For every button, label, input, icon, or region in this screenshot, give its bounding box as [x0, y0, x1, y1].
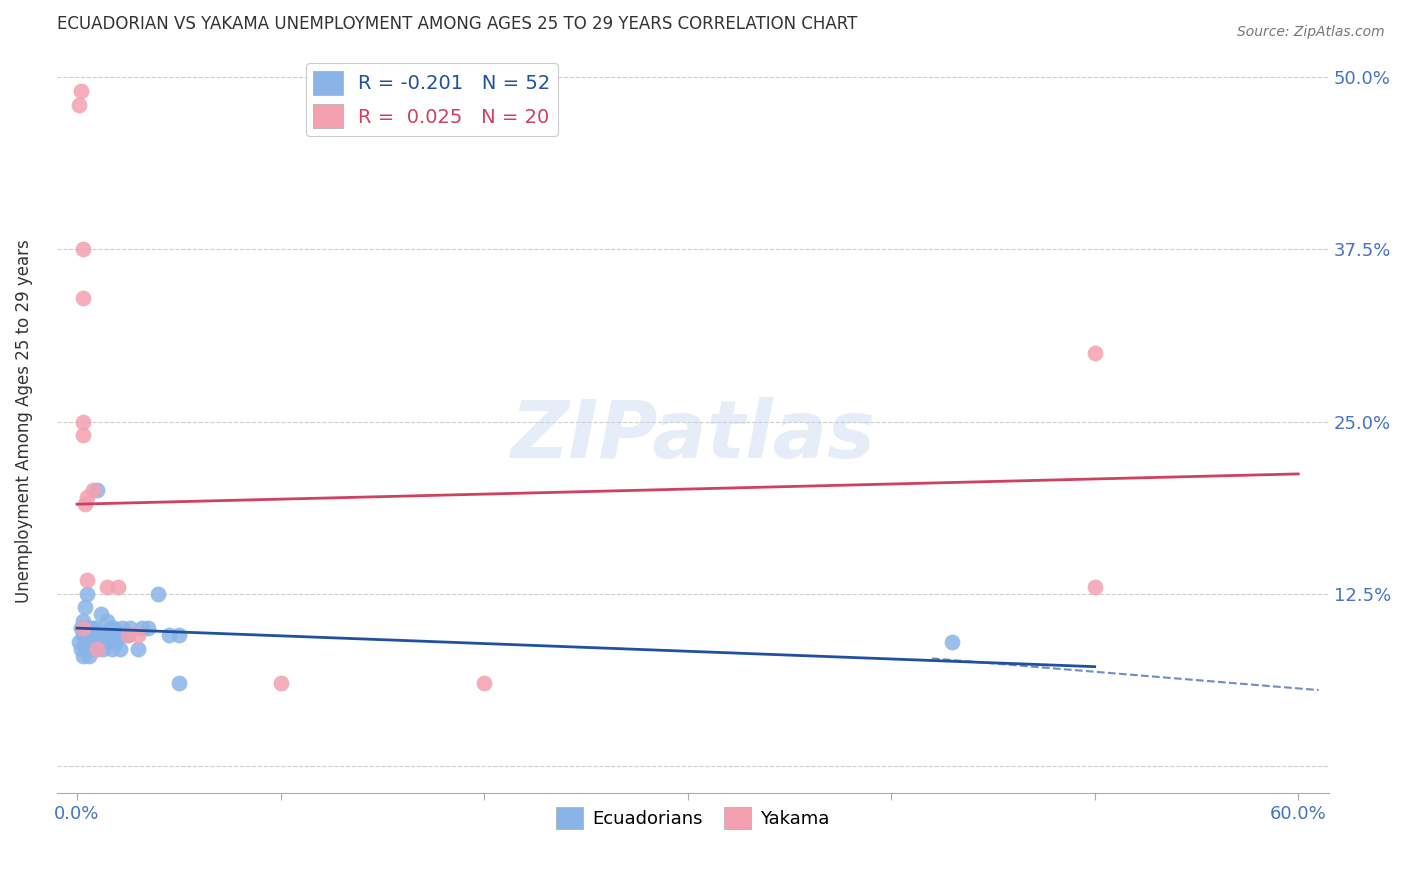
Point [75, 497, 97, 511]
Point [75, 621, 97, 635]
Point [90, 635, 112, 649]
Point [270, 676, 292, 690]
Point [1084, 345, 1107, 359]
Point [96, 580, 118, 594]
Point [117, 628, 139, 642]
Point [76, 491, 98, 505]
Point [148, 587, 170, 601]
Point [76, 641, 98, 656]
Point [108, 641, 131, 656]
Point [75, 635, 97, 649]
Point [72, 428, 94, 442]
Point [86, 483, 108, 498]
Point [80, 628, 103, 642]
Point [72, 243, 94, 257]
Point [131, 621, 153, 635]
Point [67, 635, 90, 649]
Point [86, 641, 108, 656]
Point [76, 635, 98, 649]
Point [167, 676, 190, 690]
Point [104, 635, 127, 649]
Point [107, 628, 129, 642]
Point [127, 628, 149, 642]
Point [76, 573, 98, 587]
Point [111, 621, 134, 635]
Point [107, 580, 129, 594]
Point [96, 635, 118, 649]
Point [75, 600, 97, 615]
Point [96, 614, 118, 628]
Point [117, 628, 139, 642]
Point [72, 291, 94, 305]
Text: Source: ZipAtlas.com: Source: ZipAtlas.com [1237, 25, 1385, 39]
Point [82, 635, 104, 649]
Point [77, 648, 100, 663]
Point [77, 621, 100, 635]
Y-axis label: Unemployment Among Ages 25 to 29 years: Unemployment Among Ages 25 to 29 years [15, 240, 32, 604]
Point [167, 628, 190, 642]
Point [100, 628, 122, 642]
Point [70, 641, 93, 656]
Point [103, 621, 125, 635]
Point [82, 483, 104, 498]
Point [98, 621, 121, 635]
Point [72, 415, 94, 429]
Point [72, 648, 94, 663]
Point [127, 641, 149, 656]
Point [72, 614, 94, 628]
Point [93, 628, 115, 642]
Text: ECUADORIAN VS YAKAMA UNEMPLOYMENT AMONG AGES 25 TO 29 YEARS CORRELATION CHART: ECUADORIAN VS YAKAMA UNEMPLOYMENT AMONG … [56, 15, 858, 33]
Point [1084, 580, 1107, 594]
Point [472, 676, 495, 690]
Point [80, 641, 103, 656]
Point [118, 621, 141, 635]
Point [100, 641, 122, 656]
Point [157, 628, 180, 642]
Point [136, 621, 159, 635]
Point [84, 621, 107, 635]
Point [76, 621, 98, 635]
Point [82, 628, 104, 642]
Point [80, 635, 103, 649]
Point [70, 84, 93, 98]
Point [84, 635, 107, 649]
Point [72, 621, 94, 635]
Point [67, 98, 90, 112]
Point [75, 628, 97, 642]
Point [72, 628, 94, 642]
Point [93, 641, 115, 656]
Text: ZIPatlas: ZIPatlas [510, 398, 875, 475]
Point [941, 635, 963, 649]
Point [70, 621, 93, 635]
Point [86, 628, 108, 642]
Point [90, 607, 112, 622]
Point [86, 641, 108, 656]
Legend: Ecuadorians, Yakama: Ecuadorians, Yakama [548, 800, 837, 837]
Point [76, 587, 98, 601]
Point [82, 621, 104, 635]
Point [77, 628, 100, 642]
